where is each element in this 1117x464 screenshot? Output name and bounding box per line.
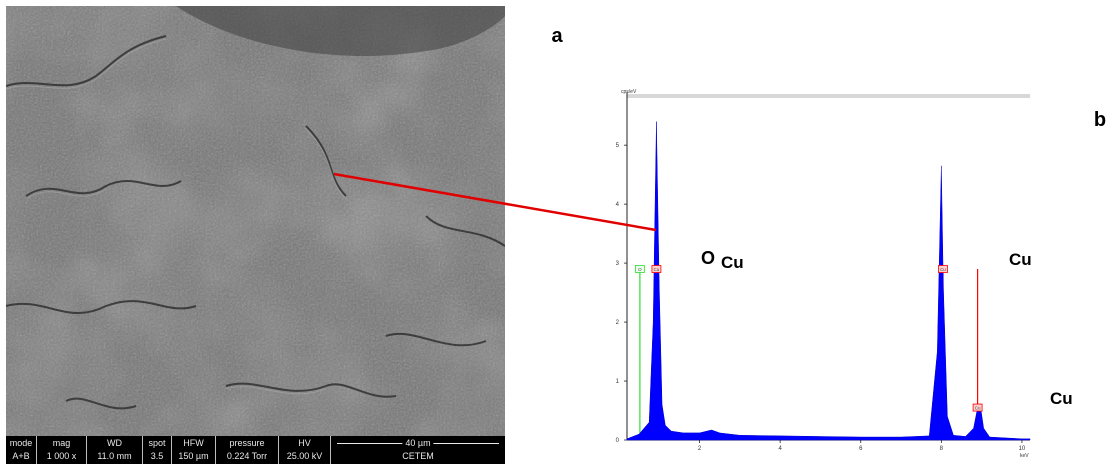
databar-header: spot xyxy=(148,438,166,448)
y-unit-label: cps/eV xyxy=(621,89,637,95)
element-marker-tag xyxy=(938,265,948,273)
y-tick-label: 3 xyxy=(616,261,620,267)
element-marker-tag-label: O xyxy=(638,267,642,272)
databar-header: HV xyxy=(298,438,311,448)
databar-value: 0.224 Torr xyxy=(226,451,268,461)
element-label-cu-kb: Cu xyxy=(1050,389,1073,408)
databar-header: mode xyxy=(9,438,33,448)
databar-value: 11.0 mm xyxy=(97,451,132,461)
x-tick-label: 4 xyxy=(778,446,782,452)
databar-pressure: pressure 0.224 Torr xyxy=(216,436,279,464)
element-marker-tag xyxy=(651,265,662,273)
databar-wd: WD 11.0 mm xyxy=(87,436,143,464)
y-tick-label: 1 xyxy=(616,379,620,385)
databar-value: 1 000 x xyxy=(46,451,77,461)
databar-hfw: HFW 150 µm xyxy=(172,436,216,464)
databar-value: 25.00 kV xyxy=(286,451,323,461)
panel-label-a: a xyxy=(537,16,577,56)
databar-spot: spot 3.5 xyxy=(143,436,172,464)
databar-value: 3.5 xyxy=(150,451,164,461)
sem-databar: mode A+B mag 1 000 x WD 11.0 mm spot 3.5… xyxy=(6,436,505,464)
element-label-o: O xyxy=(701,248,716,268)
spectrum-background xyxy=(590,82,1052,464)
databar-header: HFW xyxy=(183,438,204,448)
databar-hv: HV 25.00 kV xyxy=(279,436,331,464)
element-marker-tag xyxy=(634,265,645,273)
databar-value: 150 µm xyxy=(178,451,209,461)
x-tick-label: 10 xyxy=(1019,446,1026,452)
databar-value: A+B xyxy=(12,451,30,461)
y-tick-label: 5 xyxy=(616,143,620,149)
sem-image xyxy=(6,6,505,436)
databar-header: pressure xyxy=(229,438,265,448)
databar-mag: mag 1 000 x xyxy=(37,436,87,464)
sem-micrograph: mode A+B mag 1 000 x WD 11.0 mm spot 3.5… xyxy=(6,6,505,464)
element-label-cu-l: Cu xyxy=(721,253,744,272)
y-tick-label: 0 xyxy=(616,438,620,444)
element-marker-tag-label: Cu xyxy=(975,405,981,410)
databar-mode: mode A+B xyxy=(6,436,37,464)
element-marker-tag-label: Cu xyxy=(654,267,660,272)
panel-label-b: b xyxy=(1080,100,1117,140)
scale-bar: 40 µm CETEM xyxy=(331,436,505,464)
x-tick-label: 8 xyxy=(940,446,944,452)
spectrum-top-bar xyxy=(627,94,1030,98)
databar-header: mag xyxy=(52,438,71,448)
spectrum-area xyxy=(626,121,1031,441)
databar-header: WD xyxy=(107,438,122,448)
x-unit-label: keV xyxy=(1020,453,1029,459)
x-tick-label: 2 xyxy=(698,446,702,452)
scale-bar-label: 40 µm xyxy=(402,437,434,449)
x-tick-label: 6 xyxy=(859,446,863,452)
element-label-cu-ka: Cu xyxy=(1009,250,1032,269)
element-marker-tag xyxy=(972,403,983,412)
databar-footer: CETEM xyxy=(402,451,434,461)
element-marker-tag-label: Cu xyxy=(940,267,946,272)
y-tick-label: 2 xyxy=(616,320,620,326)
